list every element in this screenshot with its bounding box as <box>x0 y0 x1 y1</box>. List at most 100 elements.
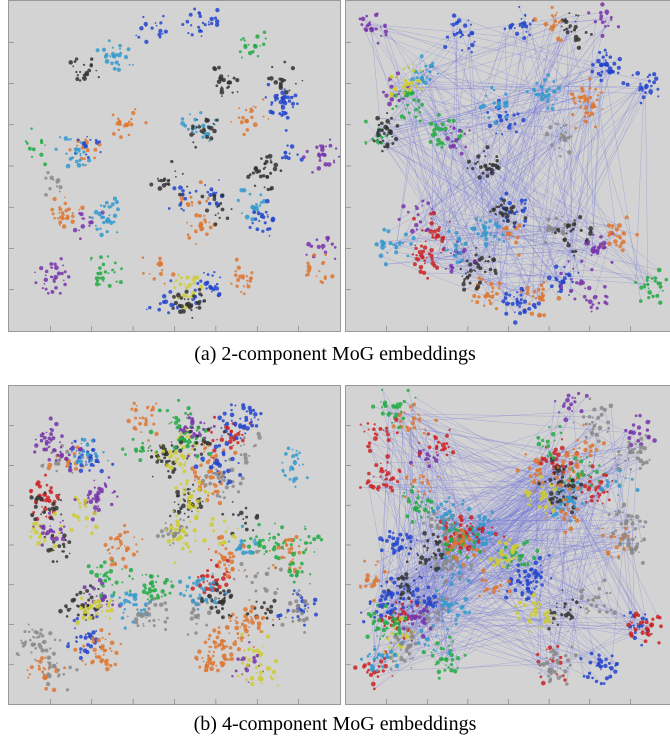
link-line <box>411 484 444 660</box>
scatter-point <box>138 458 143 463</box>
scatter-point <box>157 618 160 621</box>
scatter-point <box>398 90 401 93</box>
scatter-point <box>574 102 577 105</box>
link-line <box>554 86 647 229</box>
scatter-points <box>353 388 663 691</box>
scatter-point <box>452 32 457 37</box>
scatter-point <box>246 279 249 282</box>
scatter-point <box>211 438 215 443</box>
scatter-point <box>482 224 487 230</box>
scatter-point <box>538 298 540 300</box>
scatter-point <box>182 469 187 474</box>
scatter-point <box>394 104 398 108</box>
link-line <box>514 98 544 125</box>
scatter-point <box>653 279 657 283</box>
scatter-point <box>397 92 400 96</box>
scatter-point <box>220 193 225 198</box>
link-line <box>415 78 590 118</box>
scatter-point <box>94 281 100 287</box>
scatter-point <box>286 446 291 451</box>
scatter-point <box>601 244 604 247</box>
scatter-point <box>559 271 563 276</box>
link-line <box>434 28 506 266</box>
scatter-point <box>40 513 43 516</box>
scatter-point <box>304 548 308 552</box>
scatter-point <box>57 531 61 535</box>
scatter-point <box>304 527 307 531</box>
scatter-point <box>218 76 222 80</box>
link-line <box>484 556 619 592</box>
scatter-point <box>421 249 425 254</box>
scatter-point <box>522 299 528 304</box>
scatter-point <box>111 462 115 466</box>
scatter-point <box>100 276 105 281</box>
scatter-point <box>255 648 260 653</box>
scatter-point <box>198 504 204 509</box>
link-line <box>396 56 422 248</box>
link-line <box>510 26 573 230</box>
scatter-point <box>209 16 214 22</box>
scatter-point <box>213 584 215 587</box>
scatter-point <box>183 196 188 201</box>
scatter-point <box>240 658 243 662</box>
scatter-point <box>116 67 122 72</box>
scatter-point <box>230 282 233 285</box>
scatter-point <box>169 529 173 533</box>
link-line <box>417 214 522 300</box>
scatter-point <box>50 289 55 294</box>
scatter-point <box>193 8 196 11</box>
scatter-point <box>181 503 186 509</box>
scatter-point <box>201 438 206 444</box>
scatter-point <box>185 443 190 449</box>
scatter-point <box>57 544 62 548</box>
scatter-point <box>186 439 192 445</box>
scatter-point <box>119 545 122 547</box>
scatter-point <box>418 110 422 114</box>
scatter-point <box>52 549 55 552</box>
scatter-point <box>103 542 108 548</box>
scatter-point <box>258 204 262 207</box>
scatter-point <box>525 285 530 290</box>
scatter-point <box>252 444 256 448</box>
scatter-point <box>235 78 240 83</box>
scatter-point <box>257 435 262 440</box>
scatter-point <box>241 544 246 549</box>
link-line <box>532 90 535 297</box>
scatter-point <box>236 632 240 636</box>
scatter-point <box>111 51 115 56</box>
link-line <box>550 504 608 613</box>
scatter-point <box>255 549 260 554</box>
scatter-point <box>171 537 175 542</box>
scatter-point <box>162 300 166 304</box>
link-line <box>506 481 530 592</box>
scatter-point <box>149 574 154 579</box>
link-line <box>566 498 583 597</box>
scatter-point <box>462 247 467 252</box>
scatter-point <box>203 450 206 453</box>
scatter-point <box>440 236 445 241</box>
scatter-point <box>287 548 290 551</box>
scatter-point <box>546 217 551 222</box>
scatter-point <box>481 171 485 175</box>
scatter-point <box>99 232 104 238</box>
scatter-point <box>129 601 132 604</box>
link-line <box>386 25 558 96</box>
scatter-point <box>89 569 94 575</box>
scatter-point <box>155 450 159 454</box>
scatter-point <box>228 645 233 650</box>
scatter-point <box>212 197 217 202</box>
scatter-point <box>39 632 43 636</box>
scatter-point <box>384 245 387 248</box>
scatter-point <box>309 541 312 545</box>
scatter-point <box>495 132 498 135</box>
scatter-point <box>123 544 126 547</box>
link-line <box>371 28 383 144</box>
scatter-point <box>375 115 380 121</box>
scatter-point <box>84 601 88 605</box>
scatter-point <box>170 584 175 589</box>
link-line <box>556 87 647 280</box>
scatter-point <box>44 648 49 653</box>
scatter-point <box>468 268 473 273</box>
scatter-point <box>389 97 395 102</box>
scatter-point <box>221 598 226 603</box>
